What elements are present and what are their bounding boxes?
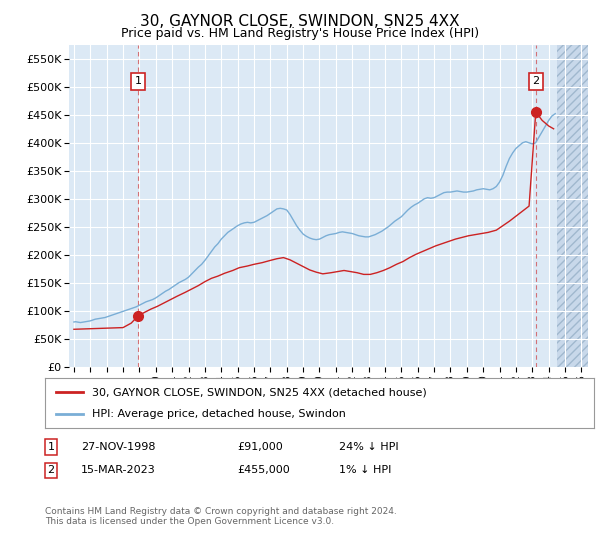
Bar (557, 45, 588, 367)
Text: HPI: Average price, detached house, Swindon: HPI: Average price, detached house, Swin… (92, 409, 346, 419)
Text: 1: 1 (134, 76, 142, 86)
Text: 27-NOV-1998: 27-NOV-1998 (81, 442, 155, 452)
Text: 1: 1 (47, 442, 55, 452)
Text: 2: 2 (47, 465, 55, 475)
Text: 30, GAYNOR CLOSE, SWINDON, SN25 4XX (detached house): 30, GAYNOR CLOSE, SWINDON, SN25 4XX (det… (92, 387, 427, 397)
Text: 2: 2 (532, 76, 539, 86)
Text: 1% ↓ HPI: 1% ↓ HPI (339, 465, 391, 475)
Text: Contains HM Land Registry data © Crown copyright and database right 2024.
This d: Contains HM Land Registry data © Crown c… (45, 507, 397, 526)
Text: 24% ↓ HPI: 24% ↓ HPI (339, 442, 398, 452)
Text: £455,000: £455,000 (237, 465, 290, 475)
Text: Price paid vs. HM Land Registry's House Price Index (HPI): Price paid vs. HM Land Registry's House … (121, 27, 479, 40)
Text: 30, GAYNOR CLOSE, SWINDON, SN25 4XX: 30, GAYNOR CLOSE, SWINDON, SN25 4XX (140, 14, 460, 29)
Bar (557, 45, 588, 367)
Text: 15-MAR-2023: 15-MAR-2023 (81, 465, 156, 475)
Text: £91,000: £91,000 (237, 442, 283, 452)
